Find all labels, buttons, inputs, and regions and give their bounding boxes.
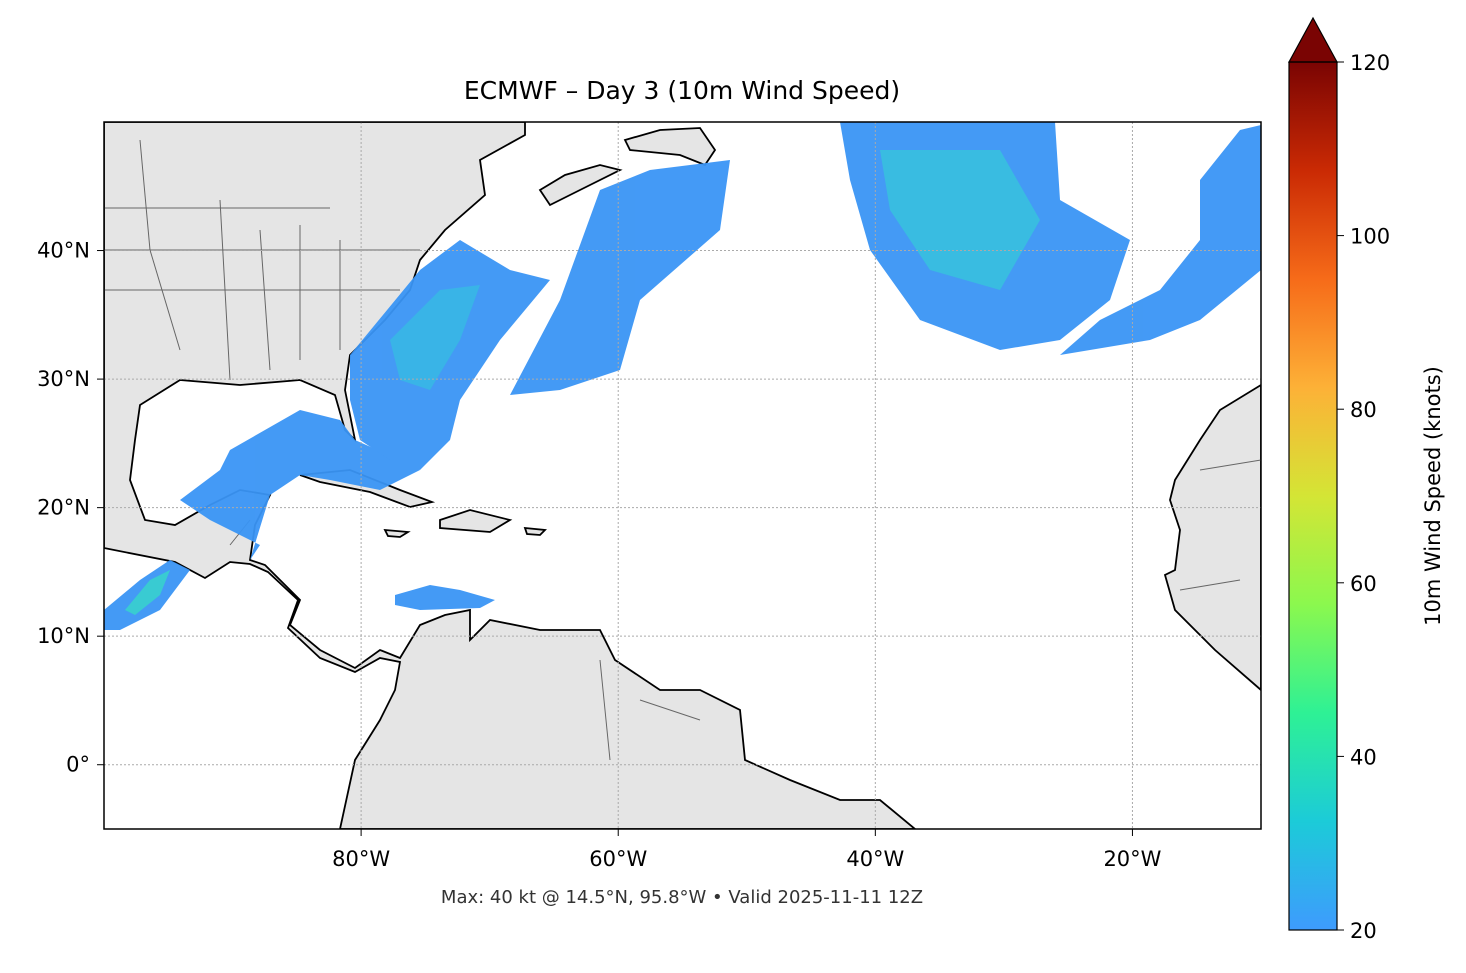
colorbar-tick-label: 120 [1350,51,1390,75]
grid [104,122,1261,829]
wind-field [104,122,1261,630]
colorbar-tick-label: 40 [1350,745,1377,769]
colorbar-frame [1288,61,1338,931]
x-tick-label: 80°W [332,847,390,871]
y-tick-label: 30°N [37,367,90,391]
y-tick-label: 40°N [37,239,90,263]
y-tick-label: 10°N [37,624,90,648]
colorbar-tick-label: 100 [1350,225,1390,249]
map-frame [103,121,1262,830]
land [104,122,1261,829]
x-tick-label: 40°W [846,847,904,871]
x-tick-label: 20°W [1103,847,1161,871]
colorbar-tick-label: 80 [1350,398,1377,422]
colorbar-label: 10m Wind Speed (knots) [1421,366,1445,626]
colorbar-tick-label: 20 [1350,919,1377,943]
colorbar-extension [1287,16,1339,63]
y-tick-label: 0° [66,753,90,777]
map [104,122,1261,829]
colorbar-tick-label: 60 [1350,572,1377,596]
x-tick-label: 60°W [589,847,647,871]
colorbar-scale [1289,62,1337,930]
footnote: Max: 40 kt @ 14.5°N, 95.8°W • Valid 2025… [441,887,923,908]
chart-title: ECMWF – Day 3 (10m Wind Speed) [464,76,900,105]
y-tick-label: 20°N [37,496,90,520]
colorbar: 20 40 60 80 100 120 [1287,16,1390,943]
